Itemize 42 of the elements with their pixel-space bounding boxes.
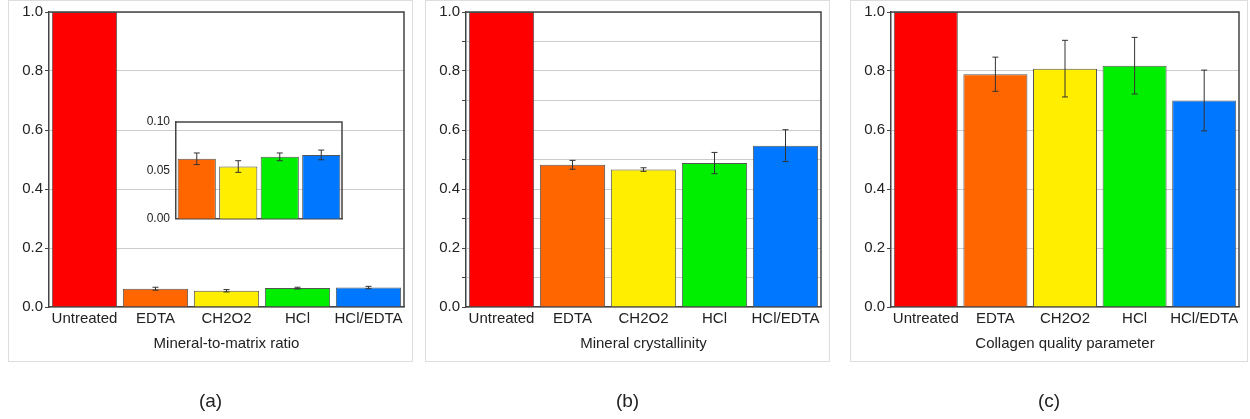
y-tick-label: 0.0 (439, 297, 460, 315)
y-tick-label: 1.0 (439, 2, 460, 20)
y-tick-label: 0.4 (22, 179, 43, 197)
y-tick-label: 0.00 (146, 211, 171, 226)
x-tick-label: EDTA (553, 309, 592, 327)
x-tick-label: EDTA (975, 309, 1015, 327)
y-tick-label: 0.0 (22, 297, 43, 315)
y-tick-label: 0.6 (439, 120, 460, 138)
y-tick-label: 0.10 (146, 114, 171, 129)
y-tick-label: 0.8 (22, 61, 43, 79)
y-tick-label: 0.8 (439, 61, 460, 79)
y-tick-label: 0.0 (864, 297, 885, 315)
y-tick-label: 1.0 (864, 2, 885, 20)
x-axis-title: Collagen quality parameter (975, 334, 1155, 352)
x-tick-label: HCl (702, 309, 727, 327)
text: (a) (197, 390, 224, 412)
x-tick-label: CH2O2 (618, 309, 669, 327)
y-tick-label: 0.8 (864, 61, 885, 79)
y-tick-label: 0.4 (864, 179, 885, 197)
y-tick-label: 1.0 (22, 2, 43, 20)
y-tick-label: 0.4 (439, 179, 460, 197)
x-tick-label: Untreated (468, 309, 535, 327)
y-tick-label: 0.2 (439, 238, 460, 256)
x-tick-label: CH2O2 (201, 309, 252, 327)
y-tick-label: 0.2 (22, 238, 43, 256)
x-tick-label: Untreated (51, 309, 118, 327)
x-tick-label: Untreated (892, 309, 959, 327)
x-tick-label: HCl/EDTA (1170, 309, 1239, 327)
x-axis-title: Mineral-to-matrix ratio (153, 334, 300, 352)
y-tick-label: 0.2 (864, 238, 885, 256)
x-tick-label: HCl (285, 309, 310, 327)
x-tick-label: HCl/EDTA (334, 309, 403, 327)
text: (c) (1036, 390, 1062, 412)
x-tick-label: HCl (1122, 309, 1148, 327)
x-axis-title: Mineral crystallinity (580, 334, 708, 352)
x-tick-label: CH2O2 (1039, 309, 1091, 327)
y-tick-label: 0.6 (864, 120, 885, 138)
y-tick-label: 0.6 (22, 120, 43, 138)
text: (b) (614, 390, 641, 412)
y-tick-label: 0.05 (146, 162, 171, 177)
x-tick-label: HCl/EDTA (751, 309, 820, 327)
x-tick-label: EDTA (136, 309, 175, 327)
